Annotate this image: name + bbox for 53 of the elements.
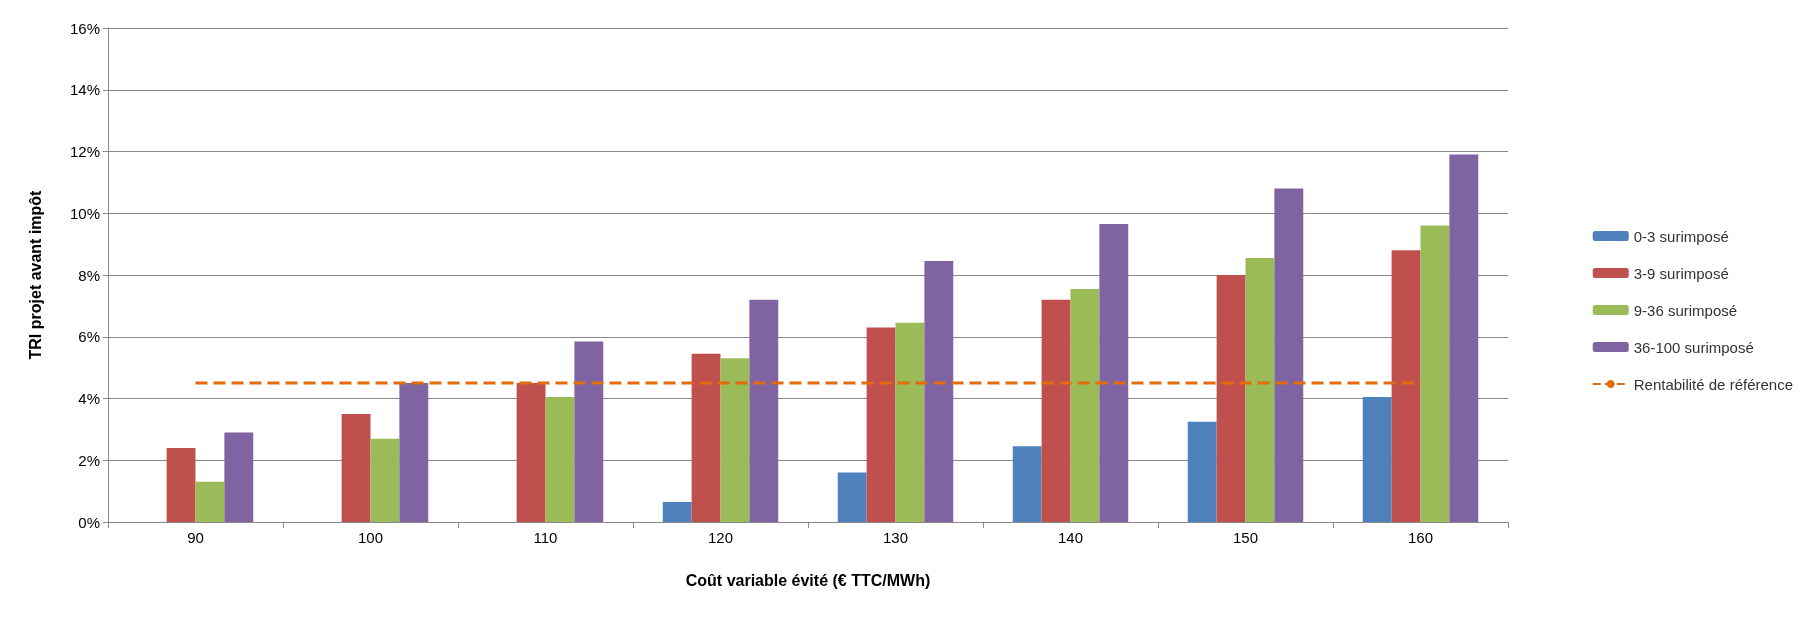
bar bbox=[1070, 288, 1100, 522]
legend-label: 36-100 surimposé bbox=[1633, 338, 1754, 356]
y-tick-label: 10% bbox=[69, 204, 100, 222]
y-tick-label: 16% bbox=[69, 19, 100, 37]
bar bbox=[370, 438, 400, 522]
bar bbox=[1216, 275, 1246, 522]
bar bbox=[1245, 258, 1275, 522]
bar bbox=[545, 396, 575, 522]
bar bbox=[1391, 250, 1421, 522]
bar bbox=[1187, 421, 1217, 522]
bar bbox=[341, 413, 371, 522]
bar bbox=[224, 432, 254, 522]
legend-label: 9-36 surimposé bbox=[1633, 301, 1738, 319]
legend-label: 0-3 surimposé bbox=[1633, 227, 1729, 245]
bar bbox=[691, 353, 721, 522]
bar bbox=[720, 358, 750, 522]
legend-label: 3-9 surimposé bbox=[1633, 264, 1729, 282]
bar bbox=[1099, 224, 1129, 522]
y-tick-label: 0% bbox=[78, 513, 100, 531]
bar bbox=[1420, 225, 1450, 522]
y-tick-label: 6% bbox=[78, 328, 100, 346]
bar bbox=[1449, 154, 1479, 522]
y-tick-label: 12% bbox=[69, 143, 100, 160]
x-tick-label: 100 bbox=[357, 529, 384, 546]
y-tick-label: 14% bbox=[69, 81, 100, 99]
bar bbox=[662, 501, 692, 522]
bar bbox=[866, 327, 896, 522]
bar bbox=[1362, 396, 1392, 522]
x-tick-label: 120 bbox=[707, 529, 734, 546]
bar bbox=[399, 383, 429, 522]
x-tick-label: 110 bbox=[533, 529, 558, 546]
bar bbox=[749, 299, 779, 522]
bar bbox=[195, 481, 225, 522]
bar bbox=[924, 261, 954, 522]
bar bbox=[574, 341, 604, 522]
y-axis-title: TRI projet avant impôt bbox=[26, 189, 44, 360]
y-tick-label: 4% bbox=[78, 390, 100, 407]
bar bbox=[516, 383, 546, 522]
y-tick-label: 8% bbox=[78, 266, 100, 284]
x-tick-label: 140 bbox=[1057, 529, 1084, 546]
bar bbox=[166, 447, 196, 522]
x-axis-title: Coût variable évité (€ TTC/MWh) bbox=[685, 571, 931, 589]
x-tick-label: 90 bbox=[187, 529, 204, 546]
y-tick-label: 2% bbox=[78, 451, 100, 469]
bar bbox=[837, 472, 867, 522]
x-tick-label: 150 bbox=[1232, 529, 1259, 546]
bar bbox=[1274, 188, 1304, 522]
x-tick-label: 130 bbox=[882, 529, 909, 546]
x-tick-label: 160 bbox=[1407, 529, 1434, 546]
bar bbox=[895, 322, 925, 522]
bar bbox=[1012, 446, 1042, 522]
legend-label: Rentabilité de référence bbox=[1633, 375, 1793, 393]
bar bbox=[1041, 299, 1071, 522]
